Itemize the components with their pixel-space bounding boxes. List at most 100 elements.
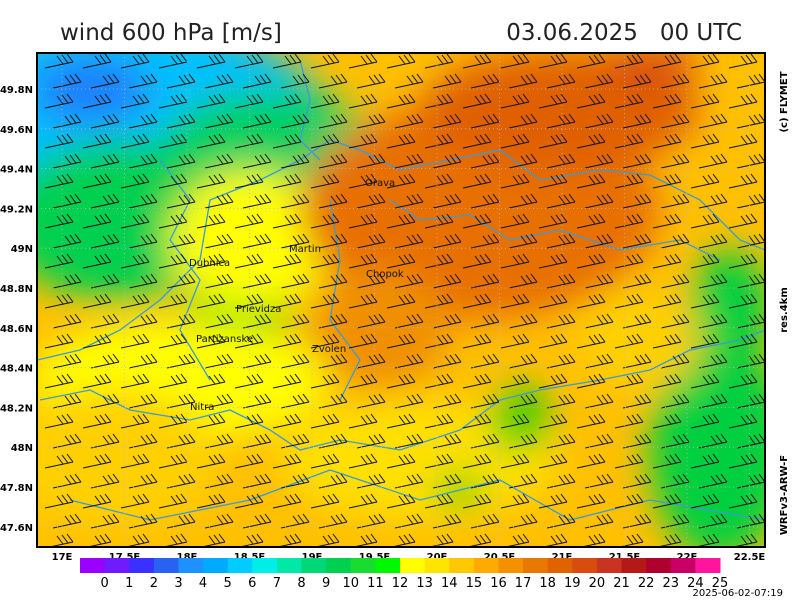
lat-label: 49N (11, 244, 33, 255)
wind-barb (424, 453, 454, 469)
wind-barb (584, 233, 614, 249)
wind-barb (318, 273, 348, 289)
wind-barb (775, 394, 800, 408)
wind-barb (44, 93, 74, 109)
wind-barb (166, 153, 196, 169)
wind-barb (500, 413, 530, 429)
wind-barb (120, 213, 150, 229)
wind-barb (698, 513, 728, 529)
graticule (37, 53, 765, 547)
wind-barb (356, 473, 386, 489)
colorbar-label: 22 (638, 576, 655, 591)
wind-barb (166, 313, 196, 329)
wind-barb (432, 353, 462, 369)
lon-label: 19.5E (359, 552, 391, 563)
wind-barb (242, 393, 272, 409)
wind-barb (234, 133, 264, 149)
wind-barb (500, 93, 530, 109)
wind-barb (196, 293, 226, 309)
wind-barb (546, 193, 576, 209)
wind-barb (424, 253, 454, 269)
wind-barb (576, 493, 606, 509)
wind-barb (204, 393, 234, 409)
wind-barb (196, 453, 226, 469)
wind-barb (356, 273, 386, 289)
place-label: Orava (365, 178, 395, 189)
wind-barb (500, 53, 530, 69)
wind-barb (736, 353, 765, 369)
wind-barb (386, 213, 416, 229)
wind-barb (85, 533, 112, 547)
wind-barb (204, 433, 234, 449)
credit: (c) FLYMET (779, 71, 790, 132)
wind-barb (775, 154, 800, 168)
colorbar-label: 6 (248, 576, 256, 591)
wind-barb (546, 273, 576, 289)
wind-barb (500, 373, 530, 389)
wind-barb (432, 193, 462, 209)
wind-barb (386, 133, 416, 149)
wind-barb (424, 373, 454, 389)
colorbar-label: 23 (662, 576, 679, 591)
wind-barb (90, 353, 120, 369)
wind-barb (386, 173, 416, 189)
lon-labels: 17E 17.5E 18E 18.5E 19E 19.5E 20E 20.5E 21E 21.5E… (52, 552, 766, 563)
wind-barb (767, 214, 795, 228)
colorbar-cell (301, 558, 327, 573)
wind-barb (432, 433, 462, 449)
colorbar: 0 1 2 3 4 5 6 7 8 9 10 11 12 13 14 15 16 17 18 19 20 21 22 23 24… (80, 558, 728, 591)
colorbar-label: 7 (273, 576, 281, 591)
wind-barb (90, 233, 120, 249)
wind-barb (44, 453, 74, 469)
model: WRFv3-ARW-F (779, 455, 790, 535)
wind-barb (617, 533, 644, 547)
wind-barb (546, 473, 576, 489)
wind-barb (508, 73, 538, 89)
wind-barb (470, 153, 500, 169)
lat-label: 48.2N (0, 403, 33, 414)
colorbar-cell (80, 558, 106, 573)
wind-barb (736, 393, 765, 409)
wind-barb (44, 133, 74, 149)
wind-barb (128, 113, 158, 129)
wind-barb (614, 453, 644, 469)
wind-barb (90, 473, 120, 489)
wind-barb (690, 253, 720, 269)
wind-barb (204, 273, 234, 289)
wind-barb (432, 473, 462, 489)
wind-barb (348, 453, 378, 469)
colorbar-label: 1 (125, 576, 133, 591)
wind-barb (234, 253, 264, 269)
wind-barb (538, 493, 568, 509)
wind-barb (424, 493, 454, 509)
wind-barb (242, 193, 272, 209)
wind-barb (500, 293, 530, 309)
wind-barb (52, 513, 82, 529)
lon-label: 21.5E (609, 552, 641, 563)
wind-barb (272, 493, 302, 509)
wind-barb (386, 253, 416, 269)
wind-barb (576, 53, 606, 69)
wind-barb (394, 393, 424, 409)
wind-barb (90, 153, 120, 169)
wind-barb (622, 393, 652, 409)
colorbar-cell (695, 558, 721, 573)
colorbar-label: 11 (367, 576, 384, 591)
lat-label: 48.8N (0, 284, 33, 295)
wind-barb (44, 253, 74, 269)
wind-barb (82, 93, 112, 109)
wind-barb (546, 313, 576, 329)
wind-barb (660, 193, 690, 209)
wind-barb (348, 53, 378, 69)
wind-barb (427, 533, 454, 547)
lat-label: 49.6N (0, 125, 33, 136)
wind-barb (622, 513, 652, 529)
wind-barb (199, 533, 226, 547)
wind-barb (275, 533, 302, 547)
wind-barb (196, 93, 226, 109)
wind-barb (82, 413, 112, 429)
wind-barb (158, 133, 188, 149)
wind-barb (775, 194, 800, 208)
wind-barb (166, 193, 196, 209)
wind-barb (310, 93, 340, 109)
